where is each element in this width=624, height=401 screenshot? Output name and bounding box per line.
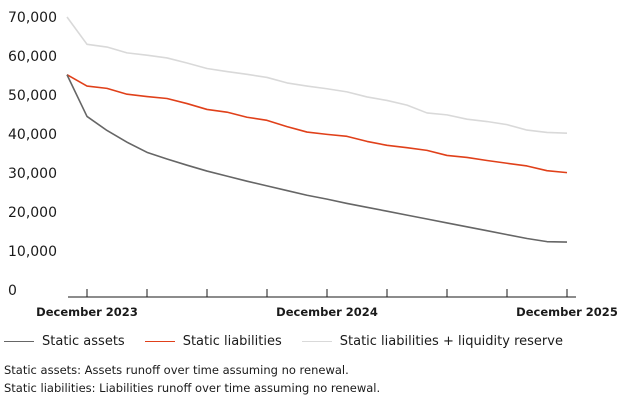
legend-item-static-liabilities: Static liabilities	[144, 333, 282, 349]
legend-label: Static liabilities	[182, 333, 282, 349]
x-axis-labels: December 2023 December 2024 December 2025	[36, 305, 618, 319]
y-tick-label: 50,000	[8, 88, 57, 104]
footnotes: Static assets: Assets runoff over time a…	[4, 361, 380, 397]
x-tick-label: December 2024	[276, 305, 378, 319]
series-lines	[66, 16, 568, 243]
line-chart: 0 10,000 20,000 30,000 40,000 50,000 60,000 70,…	[8, 10, 618, 319]
legend-item-static-assets: Static assets	[4, 334, 125, 349]
legend-swatch-liquidity-reserve	[301, 340, 332, 342]
y-tick-label: 0	[8, 283, 17, 299]
x-axis	[68, 289, 576, 298]
legend: Static assets Static liabilities Static …	[4, 330, 620, 352]
legend-item-liquidity-reserve: Static liabilities + liquidity reserve	[301, 333, 563, 349]
y-tick-label: 20,000	[8, 205, 57, 221]
series-line-static-liabilities-liquidity-reserve	[66, 16, 568, 135]
series-line-static-liabilities	[66, 74, 568, 174]
y-tick-label: 70,000	[8, 10, 57, 26]
legend-label: Static liabilities + liquidity reserve	[339, 333, 563, 349]
y-tick-label: 30,000	[8, 166, 57, 182]
legend-swatch-static-assets	[4, 340, 34, 342]
footnote-static-assets: Static assets: Assets runoff over time a…	[4, 363, 349, 377]
y-tick-label: 10,000	[8, 244, 57, 260]
y-tick-label: 40,000	[8, 127, 57, 143]
legend-label: Static assets	[42, 333, 125, 349]
legend-swatch-static-liabilities	[144, 340, 175, 342]
series-line-static-assets	[66, 74, 568, 243]
x-tick-label: December 2025	[516, 305, 618, 319]
y-axis-ticks: 0 10,000 20,000 30,000 40,000 50,000 60,000 70,…	[8, 10, 57, 299]
footnote-static-liabilities: Static liabilities: Liabilities runoff o…	[4, 381, 381, 395]
y-tick-label: 60,000	[8, 49, 57, 65]
x-tick-label: December 2023	[36, 305, 138, 319]
